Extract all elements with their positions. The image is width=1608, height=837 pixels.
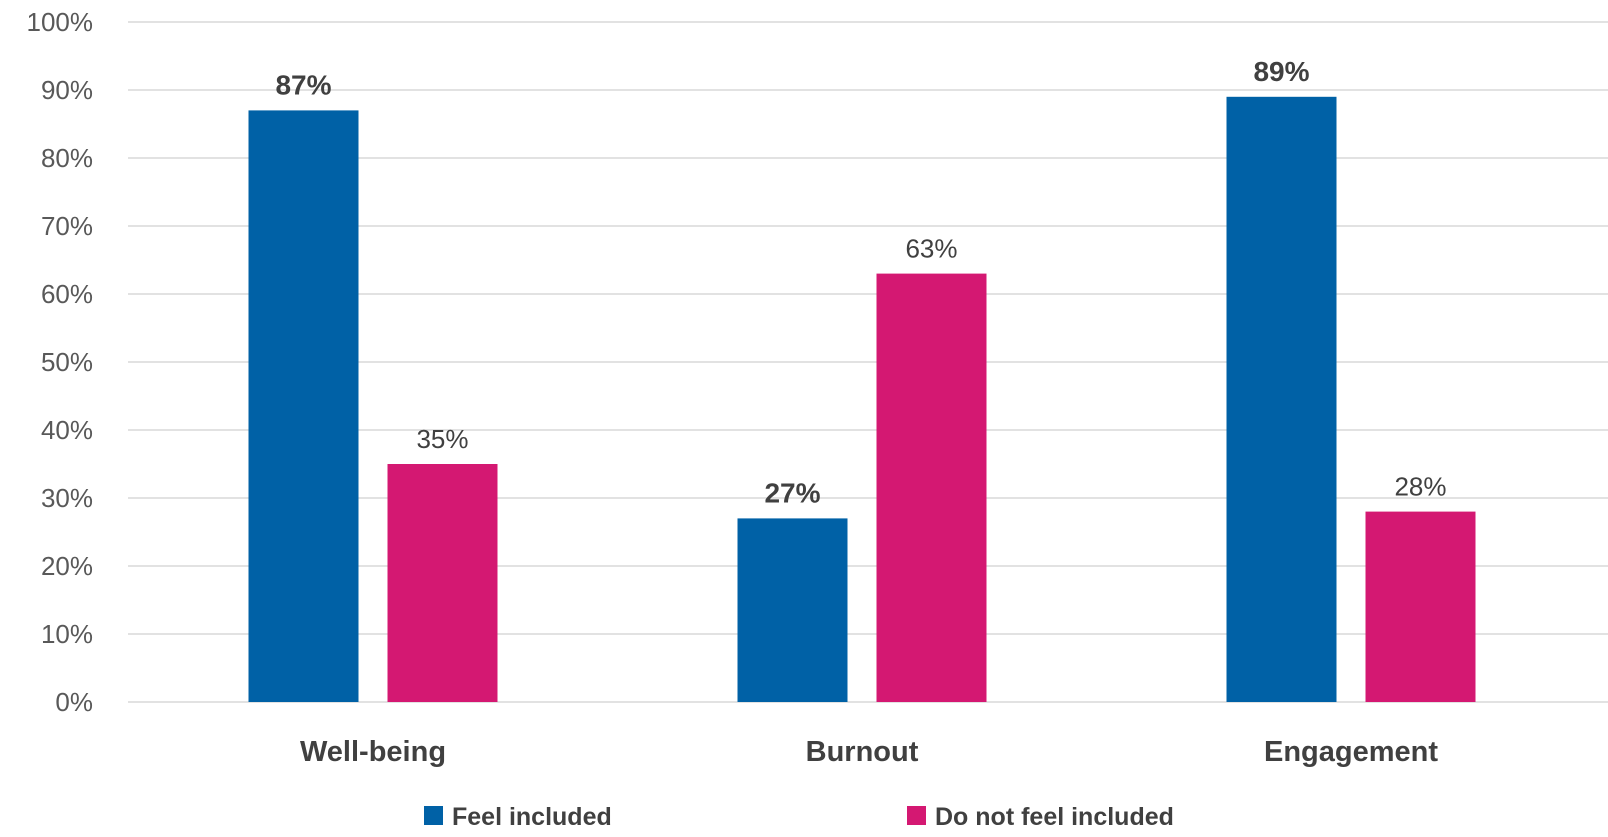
y-axis-tick-labels: 0% 10% 20% 30% 40% 50% 60% 70% 80% 90% 100% — [27, 7, 94, 717]
legend[interactable]: Feel included Do not feel included — [424, 803, 1174, 831]
bars — [248, 96, 1476, 703]
data-labels: 87% 27% 89% 35% 63% 28% — [275, 56, 1446, 509]
y-tick-label: 90% — [41, 75, 93, 105]
y-tick-label: 50% — [41, 347, 93, 377]
bar-burnout-series-1 — [737, 518, 848, 702]
y-tick-label: 10% — [41, 619, 93, 649]
data-label: 35% — [416, 424, 468, 454]
bar-engagement-series-1 — [1226, 96, 1337, 703]
legend-item-series-1[interactable]: Feel included — [424, 803, 612, 831]
y-tick-label: 30% — [41, 483, 93, 513]
bar-engagement-series-2 — [1365, 511, 1476, 702]
data-label: 87% — [275, 69, 331, 100]
legend-item-series-2[interactable]: Do not feel included — [907, 803, 1174, 831]
bar-well-being-series-1 — [248, 110, 359, 702]
y-tick-label: 70% — [41, 211, 93, 241]
x-category-label: Engagement — [1264, 736, 1438, 768]
y-tick-label: 0% — [55, 687, 93, 717]
y-tick-label: 40% — [41, 415, 93, 445]
y-tick-label: 80% — [41, 143, 93, 173]
bar-burnout-series-2 — [876, 273, 987, 702]
x-category-label: Burnout — [806, 736, 919, 768]
bar-well-being-series-2 — [387, 464, 498, 702]
legend-swatch — [907, 806, 926, 825]
data-label: 63% — [905, 234, 957, 264]
legend-label: Do not feel included — [935, 803, 1174, 831]
y-tick-label: 20% — [41, 551, 93, 581]
y-tick-label: 60% — [41, 279, 93, 309]
y-tick-label: 100% — [27, 7, 94, 37]
x-axis-category-labels: Well-being Burnout Engagement — [300, 736, 1438, 768]
legend-swatch — [424, 806, 443, 825]
data-label: 27% — [764, 477, 820, 508]
gridlines — [128, 21, 1608, 703]
legend-label: Feel included — [452, 803, 612, 831]
data-label: 28% — [1394, 472, 1446, 502]
data-label: 89% — [1253, 56, 1309, 87]
x-category-label: Well-being — [300, 736, 446, 768]
